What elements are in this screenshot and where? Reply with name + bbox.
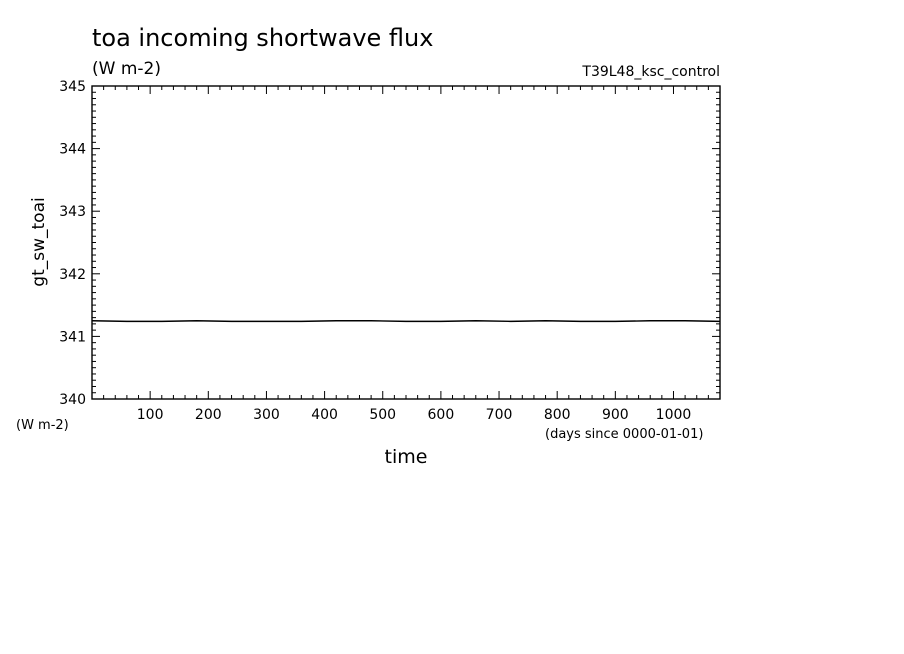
series-layer xyxy=(91,320,721,323)
chart-title-units: (W m-2) xyxy=(92,59,161,79)
x-tick-label: 600 xyxy=(428,407,455,423)
y-axis-units: (W m-2) xyxy=(16,418,69,433)
x-tick-label: 800 xyxy=(544,407,571,423)
x-tick-label: 500 xyxy=(369,407,396,423)
x-tick-label: 300 xyxy=(253,407,280,423)
x-tick-label: 100 xyxy=(137,407,164,423)
x-tick-label: 400 xyxy=(311,407,338,423)
y-tick-labels: 340 341 342 343 344 345 xyxy=(59,79,86,408)
x-axis-label: time xyxy=(385,446,428,468)
series-line xyxy=(91,320,721,323)
x-tick-labels: 100 200 300 400 500 600 700 800 900 1000 xyxy=(137,407,692,423)
chart-title: toa incoming shortwave flux xyxy=(92,24,433,52)
y-tick-label: 340 xyxy=(59,392,86,408)
axis-ticks xyxy=(92,86,720,399)
y-tick-label: 344 xyxy=(59,142,86,158)
y-tick-label: 343 xyxy=(59,204,86,220)
x-axis-units: (days since 0000-01-01) xyxy=(545,427,703,442)
y-axis-label: gt_sw_toai xyxy=(29,197,49,286)
x-tick-label: 1000 xyxy=(656,407,692,423)
x-tick-label: 900 xyxy=(602,407,629,423)
run-label: T39L48_ksc_control xyxy=(581,64,720,80)
y-tick-label: 342 xyxy=(59,267,86,283)
x-tick-label: 200 xyxy=(195,407,222,423)
x-tick-label: 700 xyxy=(486,407,513,423)
plot-frame xyxy=(91,85,721,400)
y-tick-label: 345 xyxy=(59,79,86,95)
y-tick-label: 341 xyxy=(59,329,86,345)
